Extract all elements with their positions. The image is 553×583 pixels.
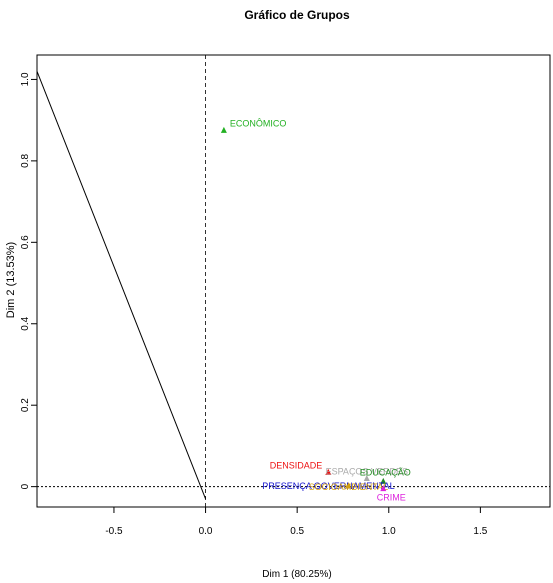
x-axis: -0.5 0.0 0.5 1.0 1.5 — [105, 507, 488, 537]
point-label: ESPAÇOS VERDES — [326, 466, 408, 476]
point-label: SOCIOAMBIENTAL — [309, 482, 388, 492]
point-label: DENSIDADE — [270, 460, 323, 470]
point-marker — [325, 468, 332, 475]
y-axis-title: Dim 2 (13.53%) — [5, 242, 17, 318]
y-tick-label: 1.0 — [20, 72, 31, 86]
y-tick-label: 0 — [20, 483, 31, 489]
point-label: ECONÔMICO — [230, 118, 287, 128]
point-label: CRIME — [377, 493, 406, 503]
x-axis-title: Dim 1 (80.25%) — [262, 569, 331, 580]
y-tick-label: 0.6 — [20, 235, 31, 249]
x-tick-label: -0.5 — [105, 526, 123, 537]
plot-area-frame — [36, 54, 551, 508]
point-marker — [345, 482, 352, 489]
x-tick-label: 1.0 — [382, 526, 396, 537]
point-label: EDUCAÇÃO — [360, 467, 411, 477]
x-tick-label: 0.5 — [290, 526, 304, 537]
y-tick-label: 0.8 — [20, 153, 31, 167]
x-tick-label: 0.0 — [199, 526, 213, 537]
y-axis: 0 0.2 0.4 0.6 0.8 1.0 — [20, 72, 37, 489]
point-marker — [380, 477, 387, 484]
point-marker — [363, 474, 370, 481]
y-tick-label: 0.2 — [20, 398, 31, 412]
chart-title: Gráfico de Grupos — [244, 8, 350, 22]
diagonal-line — [36, 71, 207, 500]
point-label: PRESENÇA GOVERNAMENTAL — [262, 481, 394, 491]
point-marker — [220, 126, 227, 133]
reference-lines — [36, 55, 550, 507]
point-marker — [380, 485, 387, 492]
x-tick-label: 1.5 — [473, 526, 487, 537]
y-tick-label: 0.4 — [20, 316, 31, 330]
